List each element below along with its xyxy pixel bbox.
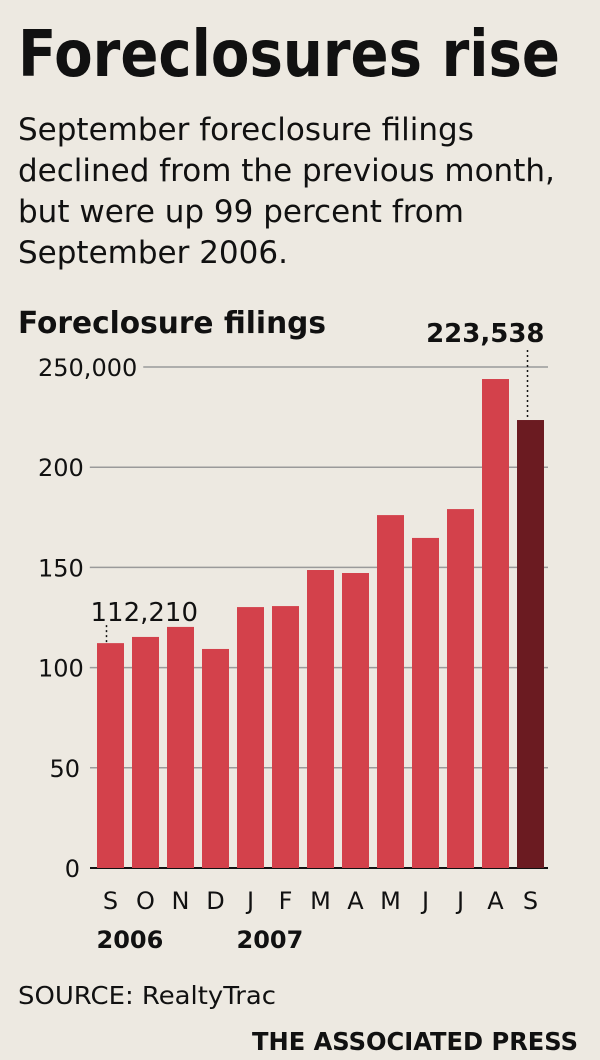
bar: [342, 573, 369, 868]
year-label: 2006: [97, 926, 164, 954]
subtitle-line: declined from the previous month,: [18, 153, 555, 189]
bar: [447, 509, 474, 868]
x-tick-label: M: [310, 887, 331, 915]
x-tick-label: S: [523, 887, 538, 915]
x-tick-label: O: [136, 887, 155, 915]
x-tick-label: D: [206, 887, 224, 915]
bar: [517, 420, 544, 868]
y-tick-label: 200: [38, 454, 84, 482]
bar: [237, 607, 264, 868]
axis-title: Foreclosure filings: [18, 306, 326, 341]
x-tick-label: S: [103, 887, 118, 915]
x-tick-label: A: [347, 887, 364, 915]
y-tick-label: 0: [65, 855, 80, 883]
bar: [272, 606, 299, 868]
bar: [202, 648, 229, 868]
subtitle-line: but were up 99 percent from: [18, 194, 464, 230]
year-label: 2007: [237, 926, 304, 954]
bar: [97, 643, 124, 868]
y-tick-label: 50: [49, 755, 80, 783]
x-tick-label: M: [380, 887, 401, 915]
x-tick-label: F: [279, 887, 293, 915]
subtitle-line: September 2006.: [18, 235, 288, 271]
chart-title: Foreclosures rise: [18, 18, 560, 92]
x-tick-label: J: [420, 887, 429, 915]
x-tick-label: J: [245, 887, 254, 915]
y-tick-label: 100: [38, 655, 84, 683]
value-label: 112,210: [91, 598, 199, 628]
bar: [132, 636, 159, 868]
subtitle-line: September foreclosure filings: [18, 112, 474, 148]
bar: [167, 626, 194, 868]
x-tick-label: J: [455, 887, 464, 915]
x-tick-label: N: [172, 887, 190, 915]
bar: [377, 515, 404, 868]
credit: THE ASSOCIATED PRESS: [252, 1027, 578, 1056]
source: SOURCE: RealtyTrac: [18, 981, 276, 1010]
x-tick-label: A: [487, 887, 504, 915]
y-tick-label: 150: [38, 554, 84, 582]
bar: [412, 537, 439, 868]
bar: [482, 379, 509, 868]
bar: [307, 570, 334, 868]
value-label: 223,538: [426, 319, 544, 349]
y-tick-label: 250,000: [38, 354, 137, 382]
